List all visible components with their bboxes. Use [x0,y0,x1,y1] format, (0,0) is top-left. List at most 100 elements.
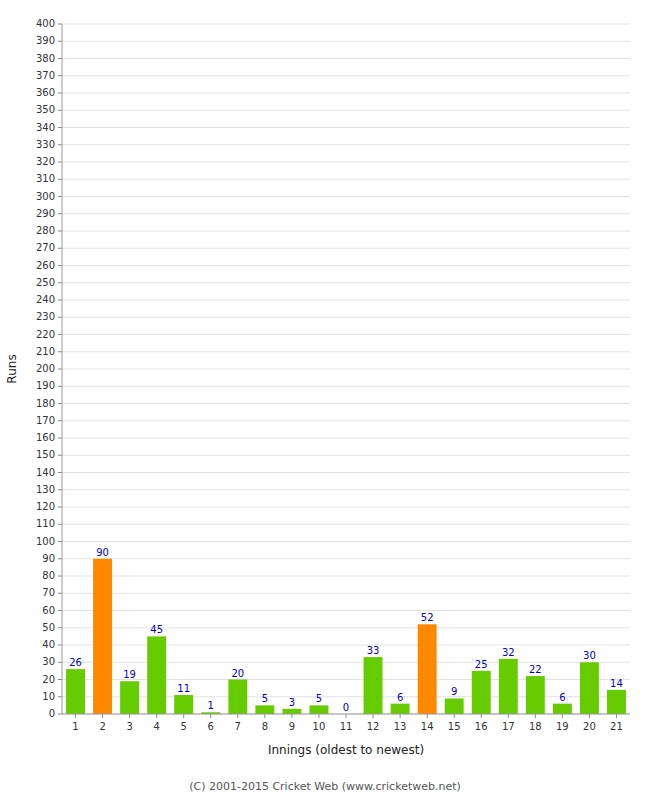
grid-line [62,386,630,387]
data-label: 25 [475,659,488,670]
x-tick [291,714,292,718]
grid-line [62,558,630,559]
x-tick [427,714,428,718]
y-grid [62,24,630,714]
data-label: 30 [583,650,596,661]
y-tick-label: 40 [42,639,55,650]
y-tick [58,75,62,76]
x-tick-label: 16 [475,721,488,732]
data-label: 52 [421,612,434,623]
grid-line [62,93,630,94]
y-tick [58,282,62,283]
y-tick [58,196,62,197]
y-tick [58,58,62,59]
x-tick [75,714,76,718]
grid-line [62,231,630,232]
data-label: 26 [69,657,82,668]
y-tick-label: 370 [36,70,55,81]
y-tick [58,41,62,42]
data-label: 0 [343,702,349,713]
x-tick [102,714,103,718]
grid-line [62,610,630,611]
y-tick-label: 310 [36,173,55,184]
y-tick-label: 220 [36,329,55,340]
y-tick-label: 30 [42,656,55,667]
y-tick [58,541,62,542]
grid-line [62,438,630,439]
footer-annotation: (C) 2001-2015 Cricket Web (www.cricketwe… [189,780,461,793]
grid-line [62,317,630,318]
grid-line [62,110,630,111]
bar [607,690,626,714]
x-tick [264,714,265,718]
x-tick-label: 9 [289,721,295,732]
y-tick-label: 20 [42,674,55,685]
data-label: 20 [231,668,244,679]
bar [499,659,518,714]
x-axis-line [62,714,630,715]
grid-line [62,265,630,266]
grid-line [62,714,630,715]
bar [255,705,274,714]
bar [391,704,410,714]
y-tick [58,714,62,715]
data-label: 1 [208,700,214,711]
y-tick [58,93,62,94]
y-tick-label: 350 [36,104,55,115]
bar [66,669,85,714]
x-tick-label: 2 [99,721,105,732]
x-tick-label: 8 [262,721,268,732]
y-tick [58,524,62,525]
y-axis-line [62,24,63,714]
y-tick [58,386,62,387]
x-tick-label: 12 [367,721,380,732]
y-tick-label: 50 [42,622,55,633]
y-tick [58,662,62,663]
bar [553,704,572,714]
x-tick [589,714,590,718]
x-tick-label: 18 [529,721,542,732]
data-label: 9 [451,686,457,697]
data-label: 5 [316,693,322,704]
x-tick-label: 4 [153,721,159,732]
y-tick [58,489,62,490]
bar [174,695,193,714]
bar [309,705,328,714]
bar [120,681,139,714]
bar [418,624,437,714]
y-tick-label: 170 [36,415,55,426]
y-tick-label: 400 [36,18,55,29]
x-tick-label: 21 [610,721,623,732]
bar [445,698,464,714]
y-tick [58,455,62,456]
y-tick-label: 10 [42,691,55,702]
y-tick-label: 100 [36,536,55,547]
y-tick-label: 130 [36,484,55,495]
y-tick [58,645,62,646]
bar [93,559,112,714]
y-tick-label: 190 [36,380,55,391]
x-tick-label: 15 [448,721,461,732]
y-tick-label: 320 [36,156,55,167]
chart-container: 0102030405060708090100110120130140150160… [0,0,650,800]
grid-line [62,455,630,456]
grid-line [62,24,630,25]
y-tick-label: 180 [36,398,55,409]
bar [364,657,383,714]
grid-line [62,351,630,352]
y-tick [58,162,62,163]
y-tick-label: 390 [36,35,55,46]
grid-line [62,593,630,594]
y-tick-label: 330 [36,139,55,150]
x-tick-label: 6 [208,721,214,732]
data-label: 6 [559,692,565,703]
x-tick [210,714,211,718]
y-tick [58,179,62,180]
x-tick [535,714,536,718]
y-tick [58,696,62,697]
grid-line [62,127,630,128]
grid-line [62,369,630,370]
grid-line [62,196,630,197]
x-tick [183,714,184,718]
x-tick-label: 19 [556,721,569,732]
